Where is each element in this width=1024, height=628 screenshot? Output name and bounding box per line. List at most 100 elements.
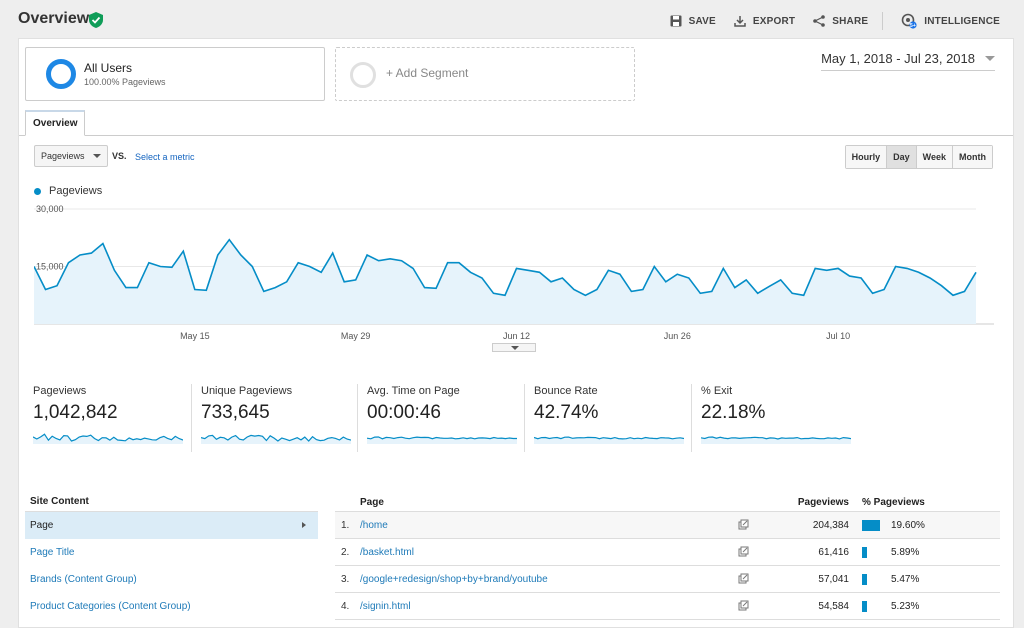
scorecard-value: 22.18% bbox=[701, 402, 766, 423]
scorecard-label: Pageviews bbox=[33, 385, 87, 397]
open-page-icon[interactable] bbox=[738, 573, 749, 584]
metric-dropdown[interactable]: Pageviews bbox=[34, 145, 108, 167]
pages-table: Page Pageviews % Pageviews 1. /home 204,38… bbox=[335, 491, 1000, 620]
intelligence-icon: 5+ bbox=[901, 13, 917, 29]
y-tick-label: 30,000 bbox=[36, 204, 64, 214]
toolbar-divider bbox=[882, 12, 884, 30]
table-row: 1. /home 204,384 19.60% bbox=[335, 512, 1000, 539]
page-link[interactable]: /google+redesign/shop+by+brand/youtube bbox=[360, 574, 548, 585]
table-row: 4. /signin.html 54,584 5.23% bbox=[335, 593, 1000, 620]
scorecard[interactable]: Unique Pageviews 733,645 bbox=[191, 384, 358, 452]
sparkline-line bbox=[33, 433, 183, 442]
pageviews-value: 57,041 bbox=[818, 574, 849, 585]
date-range-label: May 1, 2018 - Jul 23, 2018 bbox=[821, 51, 975, 66]
table-header: Page Pageviews % Pageviews bbox=[335, 491, 1000, 512]
granularity-hourly[interactable]: Hourly bbox=[845, 146, 887, 168]
vs-label: VS. bbox=[112, 151, 127, 161]
granularity-week[interactable]: Week bbox=[915, 146, 952, 168]
sparkline bbox=[33, 433, 183, 444]
tab-overview[interactable]: Overview bbox=[25, 110, 86, 136]
scorecard[interactable]: Pageviews 1,042,842 bbox=[33, 384, 200, 452]
sparkline-area bbox=[534, 437, 684, 444]
site-content-item-product-categories[interactable]: Product Categories (Content Group) bbox=[30, 601, 191, 612]
legend-label: Pageviews bbox=[49, 185, 103, 197]
date-range-picker[interactable]: May 1, 2018 - Jul 23, 2018 bbox=[821, 51, 995, 71]
scorecard-value: 42.74% bbox=[534, 402, 599, 423]
site-content-item-brands[interactable]: Brands (Content Group) bbox=[30, 574, 137, 585]
x-tick-label: Jul 10 bbox=[826, 331, 850, 341]
open-page-icon[interactable] bbox=[738, 546, 749, 557]
export-button[interactable]: EXPORT bbox=[734, 15, 795, 27]
share-button[interactable]: SHARE bbox=[813, 15, 868, 27]
save-icon bbox=[670, 15, 682, 27]
save-button[interactable]: SAVE bbox=[670, 15, 716, 27]
segment-donut-icon bbox=[46, 59, 76, 89]
scorecard-label: Unique Pageviews bbox=[201, 385, 293, 397]
open-page-icon[interactable] bbox=[738, 519, 749, 530]
row-number: 2. bbox=[341, 547, 350, 558]
scorecard[interactable]: Avg. Time on Page 00:00:46 bbox=[357, 384, 524, 452]
scorecard[interactable]: % Exit 22.18% bbox=[691, 384, 858, 452]
open-page-icon[interactable] bbox=[738, 600, 749, 611]
sparkline-line bbox=[201, 434, 351, 442]
column-header-pct-pageviews[interactable]: % Pageviews bbox=[862, 497, 925, 508]
chevron-down-icon bbox=[511, 346, 519, 350]
export-icon bbox=[734, 16, 746, 27]
sparkline-line bbox=[701, 436, 851, 440]
page-title: Overview bbox=[18, 10, 90, 27]
segment-all-users[interactable]: All Users 100.00% Pageviews bbox=[25, 47, 325, 101]
tabs-divider bbox=[19, 135, 1013, 136]
sparkline bbox=[701, 436, 851, 444]
export-label: EXPORT bbox=[752, 15, 796, 27]
scorecard-body: Avg. Time on Page 00:00:46 bbox=[367, 384, 522, 452]
y-tick-label: 15,000 bbox=[36, 262, 64, 272]
segment-name: All Users bbox=[84, 61, 133, 75]
granularity-day[interactable]: Day bbox=[886, 146, 916, 168]
add-segment-label: + Add Segment bbox=[386, 66, 469, 80]
sparkline bbox=[367, 436, 517, 444]
legend-dot bbox=[34, 187, 41, 195]
pct-value: 5.89% bbox=[891, 547, 920, 558]
column-header-pageviews[interactable]: Pageviews bbox=[797, 497, 849, 508]
site-content-header: Site Content bbox=[25, 491, 318, 512]
select-metric-link[interactable]: Select a metric bbox=[135, 152, 195, 162]
table-row: 3. /google+redesign/shop+by+brand/youtube… bbox=[335, 566, 1000, 593]
page-link[interactable]: /signin.html bbox=[360, 601, 411, 612]
metric-dropdown-label: Pageviews bbox=[41, 151, 85, 161]
x-tick-label: May 15 bbox=[180, 331, 210, 341]
pct-value: 5.47% bbox=[891, 574, 920, 585]
site-content-item-page[interactable]: Page bbox=[25, 512, 318, 539]
site-content-item-page-title[interactable]: Page Title bbox=[30, 547, 75, 558]
chart-collapse-toggle[interactable] bbox=[492, 343, 536, 352]
svg-text:5+: 5+ bbox=[910, 23, 916, 29]
page-link[interactable]: /basket.html bbox=[360, 547, 414, 558]
pageviews-value: 61,416 bbox=[818, 547, 849, 558]
row-number: 3. bbox=[341, 574, 350, 585]
scorecard[interactable]: Bounce Rate 42.74% bbox=[524, 384, 691, 452]
pct-bar bbox=[862, 520, 880, 531]
x-tick-label: May 29 bbox=[341, 331, 371, 341]
pageviews-value: 204,384 bbox=[812, 520, 849, 531]
share-label: SHARE bbox=[832, 15, 869, 27]
page-link[interactable]: /home bbox=[360, 520, 388, 531]
site-content-panel: Site Content Page Page Title Brands (Con… bbox=[25, 491, 318, 620]
granularity-selector: Hourly Day Week Month bbox=[844, 145, 993, 169]
intelligence-button[interactable]: 5+ INTELLIGENCE bbox=[901, 13, 1000, 29]
save-label: SAVE bbox=[688, 15, 716, 27]
scorecard-body: Unique Pageviews 733,645 bbox=[201, 384, 356, 452]
sparkline-area bbox=[367, 437, 517, 444]
granularity-month[interactable]: Month bbox=[952, 146, 992, 168]
x-tick-label: Jun 26 bbox=[664, 331, 691, 341]
add-segment-button[interactable]: + Add Segment bbox=[335, 47, 635, 101]
scorecard-body: Pageviews 1,042,842 bbox=[33, 384, 188, 452]
report-toolbar: SAVE EXPORT SHARE 5+ INTELLIGENCE bbox=[652, 12, 1000, 30]
scorecard-label: % Exit bbox=[701, 385, 733, 397]
pageviews-chart: 30,000 15,000 May 15 May 29 Jun 12 Jun 26 Jul … bbox=[34, 204, 994, 341]
pct-bar bbox=[862, 574, 867, 585]
verified-shield-icon bbox=[89, 12, 103, 28]
chevron-down-icon bbox=[985, 56, 995, 61]
scorecard-label: Avg. Time on Page bbox=[367, 385, 460, 397]
scorecard-body: % Exit 22.18% bbox=[701, 384, 856, 452]
pct-value: 19.60% bbox=[891, 520, 925, 531]
sparkline-line bbox=[367, 436, 517, 440]
